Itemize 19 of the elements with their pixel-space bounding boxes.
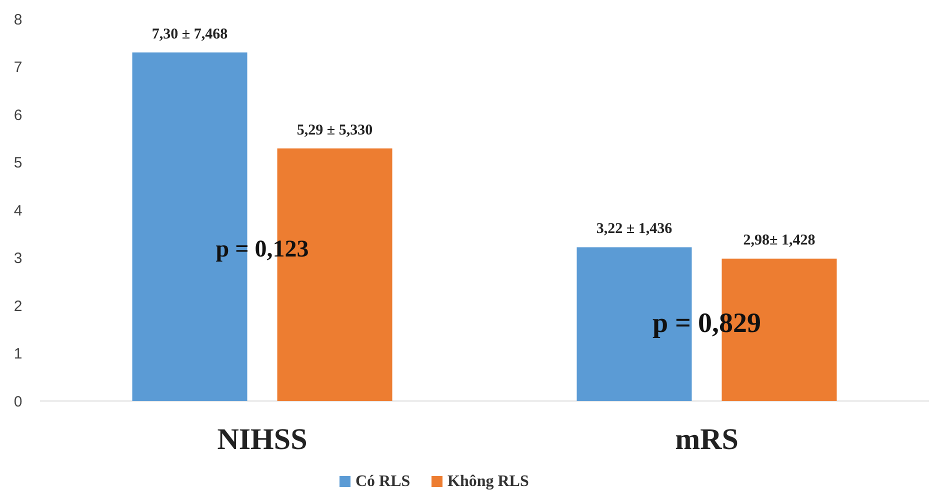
legend-label: Có RLS (356, 473, 410, 490)
y-tick-label: 4 (14, 202, 22, 220)
legend-label: Không RLS (448, 473, 529, 490)
data-label: 5,29 ± 5,330 (296, 122, 373, 138)
bar (132, 52, 248, 401)
y-tick-label: 1 (14, 346, 22, 362)
y-tick-label: 7 (14, 59, 22, 76)
y-tick-label: 6 (14, 106, 22, 124)
y-tick-label: 5 (14, 154, 22, 172)
data-label: 7,30 ± 7,468 (152, 26, 228, 42)
data-label: 2,98± 1,428 (743, 232, 816, 249)
y-tick-label: 8 (14, 11, 22, 28)
data-label: 3,22 ± 1,436 (596, 221, 673, 238)
bar (576, 247, 692, 401)
x-tick-label: mRS (675, 423, 738, 456)
y-tick-label: 2 (14, 298, 22, 315)
x-tick-label: NIHSS (217, 423, 308, 456)
y-tick-label: 3 (14, 250, 22, 267)
y-tick-label: 0 (14, 393, 22, 410)
